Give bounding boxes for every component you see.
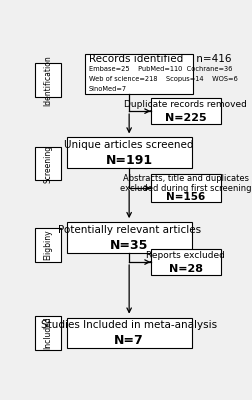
Text: N=156: N=156 <box>166 192 205 202</box>
FancyBboxPatch shape <box>35 146 61 180</box>
Text: N=35: N=35 <box>110 239 148 252</box>
Text: Embase=25    PubMed=110  Cochrane=36: Embase=25 PubMed=110 Cochrane=36 <box>89 66 233 72</box>
Text: N=225: N=225 <box>165 113 207 123</box>
Text: Duplicate records removed: Duplicate records removed <box>124 100 247 109</box>
FancyBboxPatch shape <box>151 249 221 275</box>
Text: Records identified    n=416: Records identified n=416 <box>89 54 232 64</box>
Text: excluded during first screening: excluded during first screening <box>120 184 251 193</box>
FancyBboxPatch shape <box>67 137 192 168</box>
Text: Unique articles screened: Unique articles screened <box>65 140 194 150</box>
Text: Reports excluded: Reports excluded <box>146 251 225 260</box>
FancyBboxPatch shape <box>67 318 192 348</box>
Text: Web of science=218    Scopus=14    WOS=6: Web of science=218 Scopus=14 WOS=6 <box>89 76 238 82</box>
Text: Abstracts, title and duplicates: Abstracts, title and duplicates <box>123 174 249 183</box>
Text: N=7: N=7 <box>114 334 144 347</box>
FancyBboxPatch shape <box>151 98 221 124</box>
FancyBboxPatch shape <box>35 316 61 350</box>
FancyBboxPatch shape <box>35 228 61 262</box>
FancyBboxPatch shape <box>67 222 192 253</box>
Text: Screening: Screening <box>44 144 53 182</box>
Text: N=191: N=191 <box>106 154 153 167</box>
Text: Included: Included <box>44 316 53 349</box>
Text: Studies Included in meta-analysis: Studies Included in meta-analysis <box>41 320 217 330</box>
FancyBboxPatch shape <box>35 64 61 97</box>
FancyBboxPatch shape <box>85 54 193 94</box>
Text: SinoMed=7: SinoMed=7 <box>89 86 127 92</box>
Text: Potentially relevant articles: Potentially relevant articles <box>58 225 201 235</box>
Text: N=28: N=28 <box>169 264 203 274</box>
Text: Identification: Identification <box>44 55 53 106</box>
FancyBboxPatch shape <box>151 174 221 202</box>
Text: Eligbiny: Eligbiny <box>44 230 53 260</box>
